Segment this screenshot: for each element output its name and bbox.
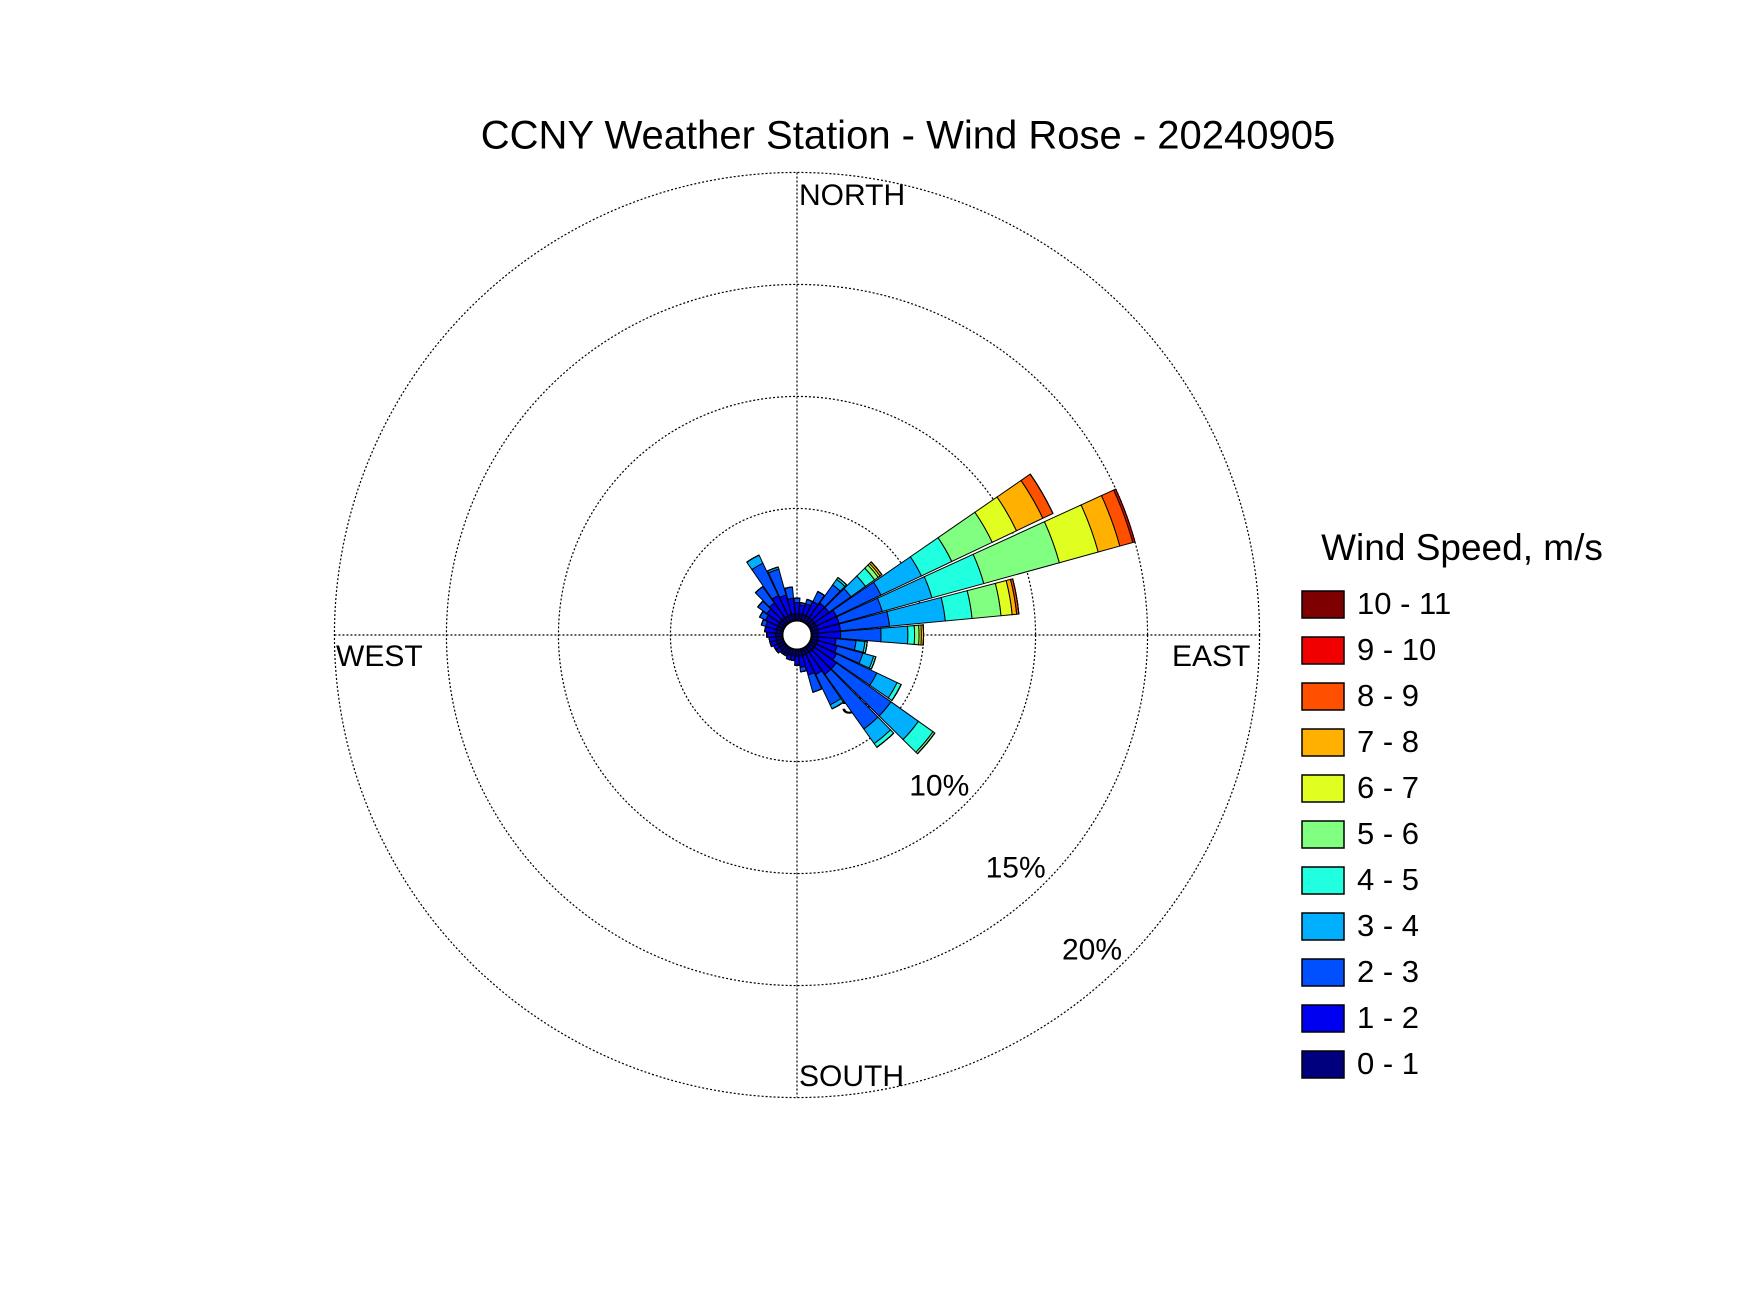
- wedge-segment: [906, 625, 916, 645]
- wedge-segment: [864, 641, 868, 653]
- wedge-segment: [786, 657, 791, 661]
- legend-swatch: [1301, 682, 1345, 711]
- legend-swatch: [1301, 820, 1345, 849]
- compass-south: SOUTH: [799, 1060, 904, 1093]
- legend-label: 3 - 4: [1357, 908, 1419, 943]
- wedge-segment: [917, 732, 936, 755]
- wedge-segment: [837, 577, 847, 586]
- compass-west: WEST: [336, 640, 423, 673]
- wedge-segment: [870, 656, 877, 670]
- wedge-segment: [913, 624, 920, 646]
- wedge-segment: [831, 701, 844, 710]
- compass-east: EAST: [1172, 640, 1250, 673]
- legend-label: 1 - 2: [1357, 1000, 1419, 1035]
- legend-swatch: [1301, 728, 1345, 757]
- wedge-segment: [891, 684, 902, 701]
- wedge-segment: [759, 611, 764, 618]
- legend-label: 0 - 1: [1357, 1046, 1419, 1081]
- wedge-segment: [793, 597, 801, 604]
- wedge-segment: [817, 591, 825, 596]
- legend-label: 10 - 11: [1357, 586, 1451, 621]
- legend-swatch: [1301, 774, 1345, 803]
- r-tick-label: 15%: [986, 851, 1046, 884]
- wedge-segment: [1115, 488, 1136, 543]
- legend-label: 7 - 8: [1357, 724, 1419, 759]
- compass-north: NORTH: [799, 179, 905, 212]
- legend-swatch: [1301, 912, 1345, 941]
- center-hole: [781, 619, 813, 651]
- wedge-segment: [880, 625, 909, 645]
- legend-label: 9 - 10: [1357, 632, 1436, 667]
- legend-label: 8 - 9: [1357, 678, 1419, 713]
- legend-title: Wind Speed, m/s: [1321, 527, 1603, 568]
- wedge-segment: [966, 582, 1002, 619]
- legend-swatch: [1301, 636, 1345, 665]
- chart-title: CCNY Weather Station - Wind Rose - 20240…: [481, 114, 1336, 158]
- legend-label: 5 - 6: [1357, 816, 1419, 851]
- legend-label: 2 - 3: [1357, 954, 1419, 989]
- wedge-segment: [767, 566, 779, 572]
- wedge-segment: [876, 732, 895, 748]
- wedges: [746, 473, 1136, 755]
- grid-ring: [445, 283, 1149, 987]
- legend-swatch: [1301, 958, 1345, 987]
- legend-swatch: [1301, 1004, 1345, 1033]
- grid-ring: [333, 171, 1261, 1099]
- wedge-segment: [940, 590, 973, 622]
- wedge-segment: [1012, 578, 1020, 615]
- legend-swatch: [1301, 590, 1345, 619]
- legend-label: 4 - 5: [1357, 862, 1419, 897]
- legend-swatch: [1301, 866, 1345, 895]
- grid-ring: [557, 395, 1037, 875]
- r-tick-label: 20%: [1062, 933, 1122, 966]
- r-tick-label: 10%: [909, 769, 969, 802]
- legend-label: 6 - 7: [1357, 770, 1419, 805]
- legend-swatch: [1301, 1050, 1345, 1079]
